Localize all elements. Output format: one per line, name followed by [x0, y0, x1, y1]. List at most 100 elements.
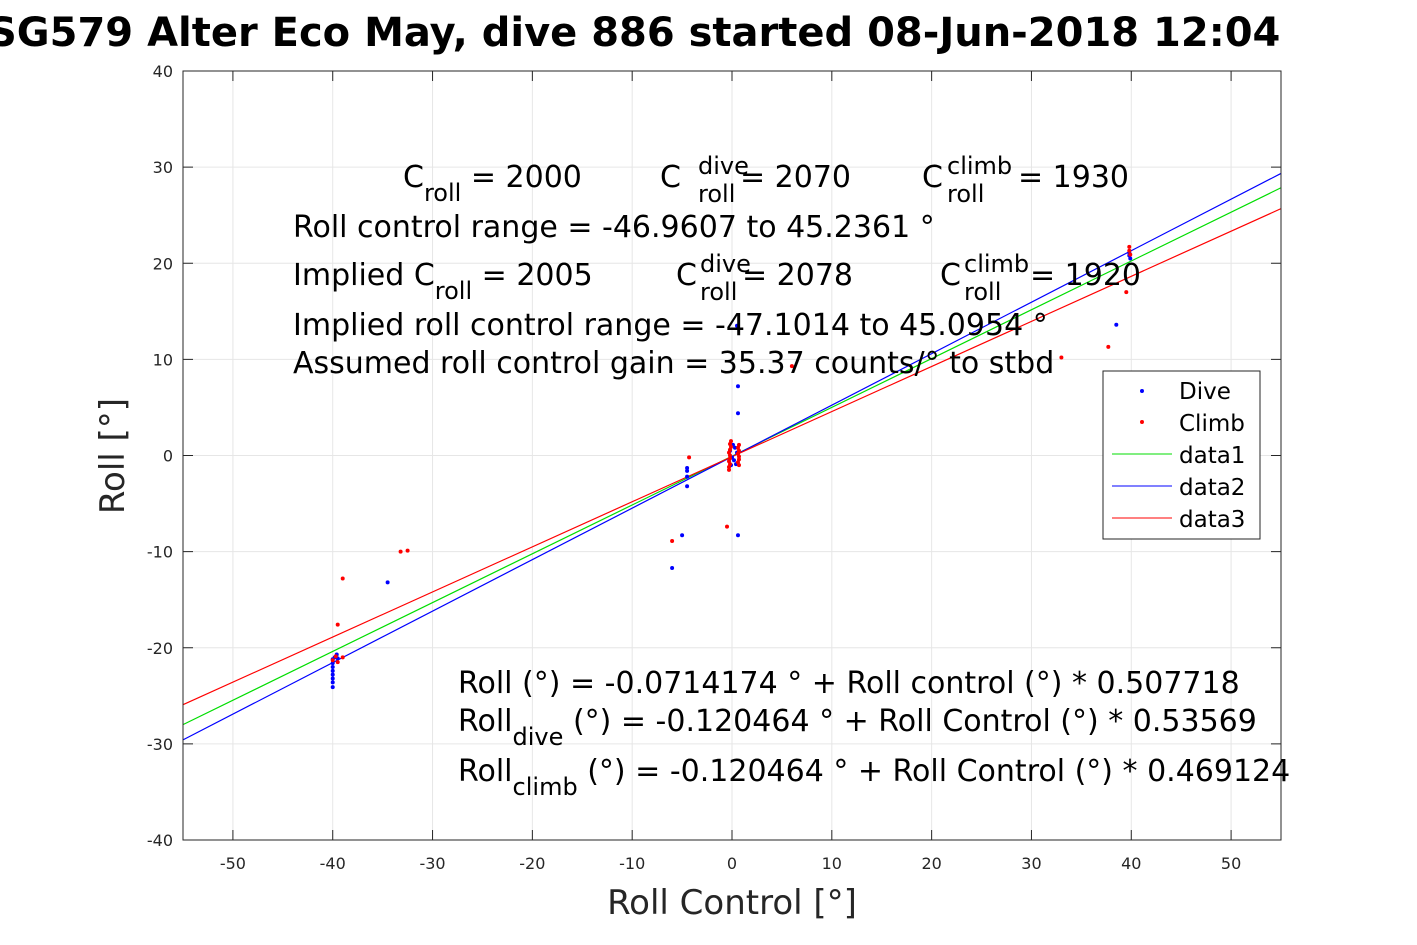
- climb-point: [729, 439, 734, 444]
- implied-c-climb-subscript: roll: [964, 278, 1001, 306]
- y-tick-label: 10: [153, 350, 173, 369]
- dive-point: [680, 533, 685, 538]
- dive-point: [685, 465, 690, 470]
- climb-point: [335, 660, 340, 665]
- y-tick-label: -40: [147, 831, 173, 850]
- c-climb-symbol: C: [922, 160, 943, 195]
- svg-text:Implied Croll = 2005: Implied Croll = 2005: [293, 258, 593, 305]
- dive-point: [330, 685, 335, 690]
- y-tick-label: -30: [147, 735, 173, 754]
- climb-point: [687, 455, 692, 460]
- c-dive-value: = 2070: [740, 160, 851, 195]
- x-tick-label: 50: [1221, 854, 1241, 873]
- c-roll-subscript: roll: [424, 179, 461, 207]
- annotation-coefficients: Croll = 2000 C dive roll = 2070 C climb …: [403, 152, 1129, 208]
- legend-dive-marker: [1140, 389, 1144, 393]
- fit-equation-climb: Rollclimb (°) = -0.120464 ° + Roll Contr…: [458, 754, 1290, 801]
- climb-point: [1127, 244, 1132, 249]
- dive-point: [735, 411, 740, 416]
- climb-point: [1106, 344, 1111, 349]
- ticks: [183, 70, 1281, 841]
- dive-point: [330, 676, 335, 681]
- assumed-roll-control-gain: Assumed roll control gain = 35.37 counts…: [293, 346, 1054, 381]
- fit-climb-subscript: climb: [513, 773, 578, 801]
- dive-point: [330, 680, 335, 685]
- implied-c-dive-superscript: dive: [700, 250, 751, 278]
- dive-point: [735, 384, 740, 389]
- dive-point: [670, 565, 675, 570]
- dive-point: [1128, 256, 1133, 261]
- legend-dive-label: Dive: [1179, 379, 1231, 405]
- fit-climb-prefix: Roll: [458, 754, 513, 789]
- dive-point: [685, 468, 690, 473]
- svg-text:C: C: [660, 160, 681, 195]
- y-tick-labels: -40 -30 -20 -10 0 10 20 30 40: [147, 62, 173, 850]
- dive-point: [685, 484, 690, 489]
- x-tick-label: 10: [822, 854, 842, 873]
- dive-point: [330, 661, 335, 666]
- c-dive-superscript: dive: [698, 152, 749, 180]
- climb-point: [398, 549, 403, 554]
- fit-equation-all: Roll (°) = -0.0714174 ° + Roll control (…: [458, 666, 1240, 701]
- dive-point: [735, 533, 740, 538]
- implied-c-roll-prefix: Implied C: [293, 258, 435, 293]
- implied-roll-control-range: Implied roll control range = -47.1014 to…: [293, 308, 1048, 343]
- y-tick-label: -20: [147, 639, 173, 658]
- implied-c-roll-value: = 2005: [472, 258, 593, 293]
- y-tick-label: 0: [163, 447, 173, 466]
- climb-point: [333, 654, 338, 659]
- x-tick-label: -10: [619, 854, 645, 873]
- legend-data2-label: data2: [1179, 475, 1245, 501]
- climb-point: [1128, 252, 1133, 257]
- fit-equation-dive: Rolldive (°) = -0.120464 ° + Roll Contro…: [458, 704, 1257, 751]
- dive-point: [330, 672, 335, 677]
- c-dive-symbol: C: [660, 160, 681, 195]
- y-axis-label: Roll [°]: [93, 398, 133, 514]
- legend-box: [1102, 370, 1261, 540]
- dive-point: [1114, 322, 1119, 327]
- climb-point: [335, 622, 340, 627]
- c-climb-superscript: climb: [947, 152, 1012, 180]
- legend-data3-label: data3: [1179, 507, 1245, 533]
- implied-c-climb-superscript: climb: [964, 250, 1029, 278]
- c-roll-value: = 2000: [461, 160, 582, 195]
- dive-point: [732, 445, 737, 450]
- dive-point: [385, 580, 390, 585]
- svg-text:Croll = 2000: Croll = 2000: [403, 160, 582, 207]
- legend-climb-marker: [1140, 420, 1144, 424]
- implied-c-climb-value: = 1920: [1030, 258, 1141, 293]
- implied-c-dive-symbol: C: [676, 258, 697, 293]
- climb-point: [728, 456, 733, 461]
- c-climb-subscript: roll: [947, 180, 984, 208]
- climb-point: [1127, 248, 1132, 253]
- x-tick-label: 40: [1121, 854, 1141, 873]
- x-tick-label: -30: [419, 854, 445, 873]
- dive-point: [330, 664, 335, 669]
- climb-point: [1059, 355, 1064, 360]
- x-tick-label: 30: [1021, 854, 1041, 873]
- data-points: [330, 244, 1133, 690]
- c-roll-symbol: C: [403, 160, 424, 195]
- x-axis-label: Roll Control [°]: [607, 883, 857, 923]
- legend-climb-label: Climb: [1179, 411, 1245, 437]
- x-tick-label: -40: [320, 854, 346, 873]
- y-tick-label: 40: [153, 62, 173, 81]
- climb-point: [340, 576, 345, 581]
- climb-point: [725, 524, 730, 529]
- x-tick-label: 20: [921, 854, 941, 873]
- x-tick-label: -20: [519, 854, 545, 873]
- dive-point: [731, 458, 736, 463]
- y-tick-label: -10: [147, 543, 173, 562]
- y-tick-label: 30: [153, 158, 173, 177]
- climb-point: [727, 467, 732, 472]
- implied-c-climb-symbol: C: [940, 258, 961, 293]
- climb-point: [789, 364, 794, 369]
- x-tick-label: -50: [220, 854, 246, 873]
- annotation-implied-coefficients: Implied Croll = 2005 C dive roll = 2078 …: [293, 250, 1141, 306]
- fit-dive-rest: (°) = -0.120464 ° + Roll Control (°) * 0…: [563, 704, 1256, 739]
- implied-c-dive-value: = 2078: [742, 258, 853, 293]
- legend-data1-label: data1: [1179, 443, 1245, 469]
- implied-c-dive-subscript: roll: [700, 278, 737, 306]
- climb-point: [736, 454, 741, 459]
